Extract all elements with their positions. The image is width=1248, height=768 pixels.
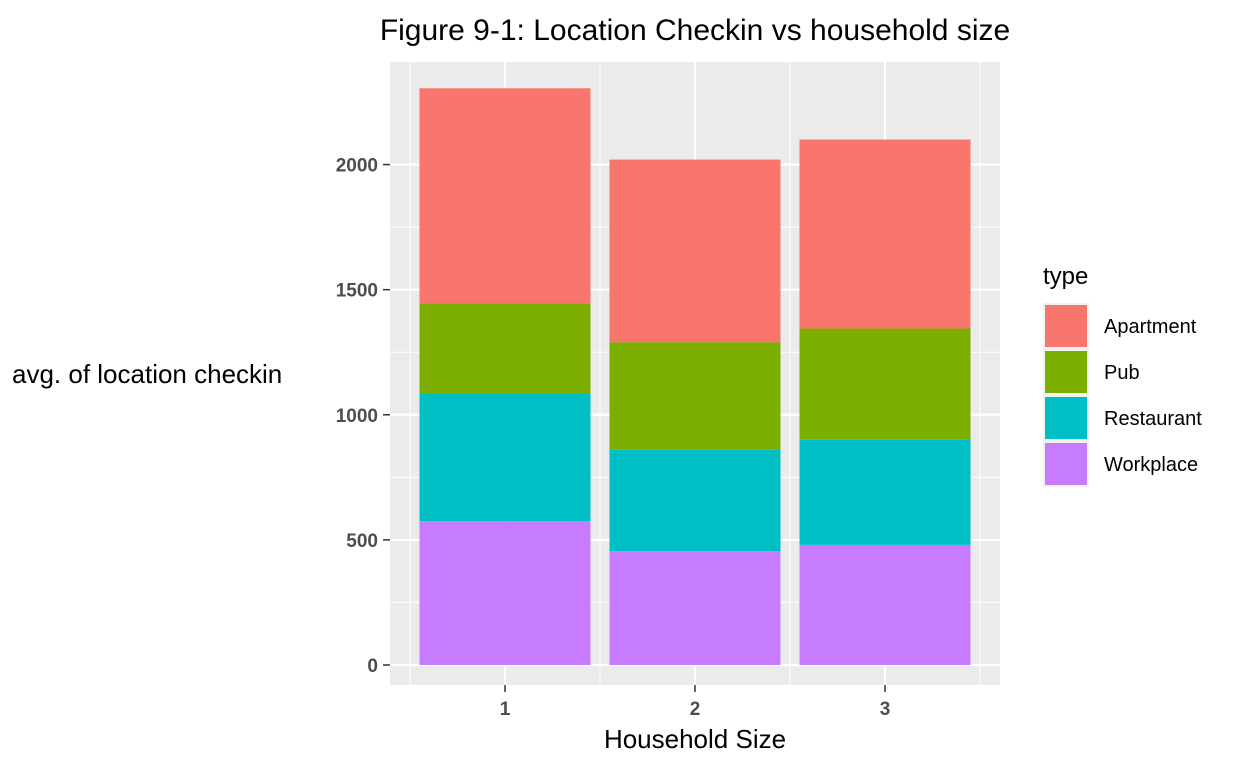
bar-segment-pub-2 [609, 342, 781, 450]
bar-segment-pub-3 [799, 328, 971, 440]
bar-segment-pub-1 [419, 303, 591, 394]
bar-segment-apartment-1 [419, 88, 591, 304]
legend-swatch-pub [1045, 351, 1087, 393]
x-axis-title: Household Size [604, 724, 786, 754]
legend-label-apartment: Apartment [1104, 316, 1197, 338]
axes: 0 500 1000 1500 2000 1 2 3 [336, 156, 891, 720]
y-tick-label: 1000 [336, 406, 378, 427]
x-tick-label: 3 [880, 699, 891, 720]
legend-label-pub: Pub [1104, 362, 1140, 384]
legend-label-restaurant: Restaurant [1104, 408, 1202, 430]
legend-swatch-workplace [1045, 443, 1087, 485]
bar-segment-restaurant-2 [609, 449, 781, 552]
x-tick-label: 2 [690, 699, 701, 720]
bar-stacks [419, 88, 971, 665]
bar-segment-workplace-3 [799, 544, 971, 665]
chart-title: Figure 9-1: Location Checkin vs househol… [380, 14, 1010, 47]
bar-segment-workplace-1 [419, 521, 591, 665]
x-tick-label: 1 [500, 699, 511, 720]
legend-swatch-apartment [1045, 305, 1087, 347]
legend-label-workplace: Workplace [1104, 454, 1198, 476]
y-axis-title: avg. of location checkin [12, 359, 282, 389]
y-tick-label: 0 [367, 656, 378, 677]
bar-segment-restaurant-3 [799, 439, 971, 545]
bar-segment-restaurant-1 [419, 393, 591, 522]
legend-title: type [1043, 263, 1088, 290]
legend: type Apartment Pub Restaurant Workplace [1043, 263, 1202, 487]
bar-segment-apartment-2 [609, 159, 781, 343]
bar-segment-apartment-3 [799, 139, 971, 329]
bar-segment-workplace-2 [609, 551, 781, 665]
y-tick-label: 2000 [336, 156, 378, 177]
legend-swatch-restaurant [1045, 397, 1087, 439]
y-tick-label: 1500 [336, 281, 378, 302]
y-tick-label: 500 [346, 531, 378, 552]
